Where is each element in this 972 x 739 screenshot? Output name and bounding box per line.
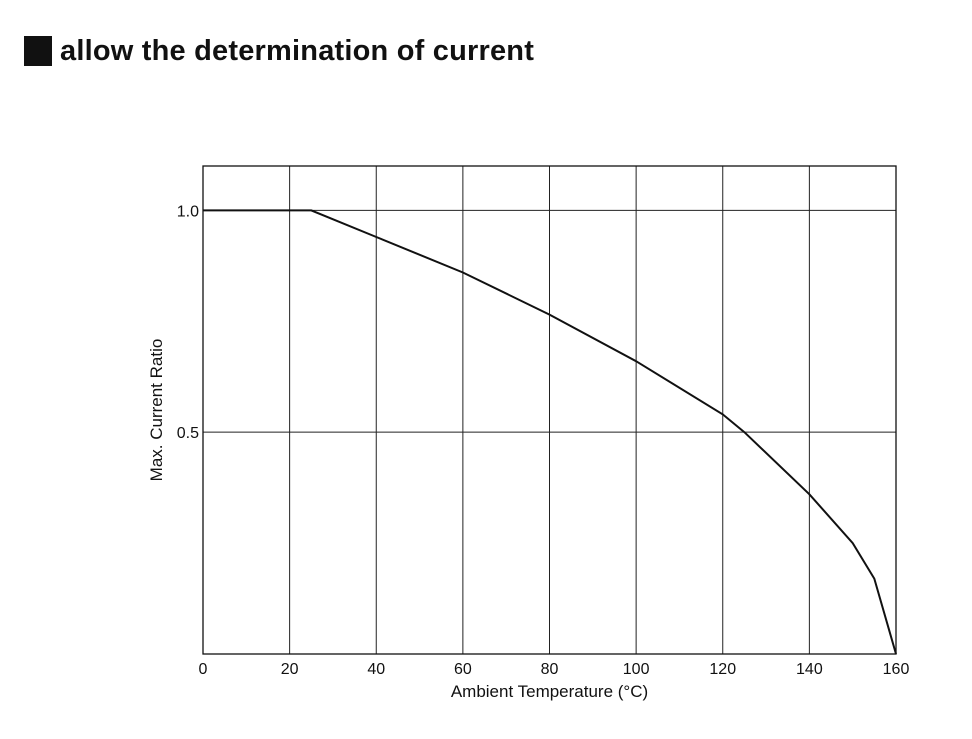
section-heading: allow the determination of current — [24, 34, 534, 68]
y-tick-label: 1.0 — [177, 203, 199, 220]
x-tick-label: 20 — [281, 661, 299, 678]
y-tick-labels: 0.5 1.0 — [177, 203, 199, 442]
series-line — [203, 209, 897, 655]
y-axis-label: Max. Current Ratio — [147, 339, 166, 482]
plot-frame — [202, 165, 897, 655]
x-tick-label: 160 — [883, 661, 910, 678]
horizontal-gridlines — [203, 209, 896, 433]
x-tick-label: 120 — [709, 661, 736, 678]
vertical-gridlines — [289, 166, 810, 654]
x-tick-label: 0 — [199, 661, 208, 678]
x-tick-label: 40 — [367, 661, 385, 678]
x-tick-label: 80 — [541, 661, 559, 678]
x-tick-label: 140 — [796, 661, 823, 678]
x-tick-label: 60 — [454, 661, 472, 678]
x-tick-labels: 0 20 40 60 80 100 120 140 160 — [199, 661, 910, 678]
x-axis-label: Ambient Temperature (°C) — [451, 682, 648, 701]
x-tick-label: 100 — [623, 661, 650, 678]
y-tick-label: 0.5 — [177, 425, 199, 442]
heading-text: allow the determination of current — [60, 34, 535, 67]
black-square-icon — [24, 36, 52, 66]
